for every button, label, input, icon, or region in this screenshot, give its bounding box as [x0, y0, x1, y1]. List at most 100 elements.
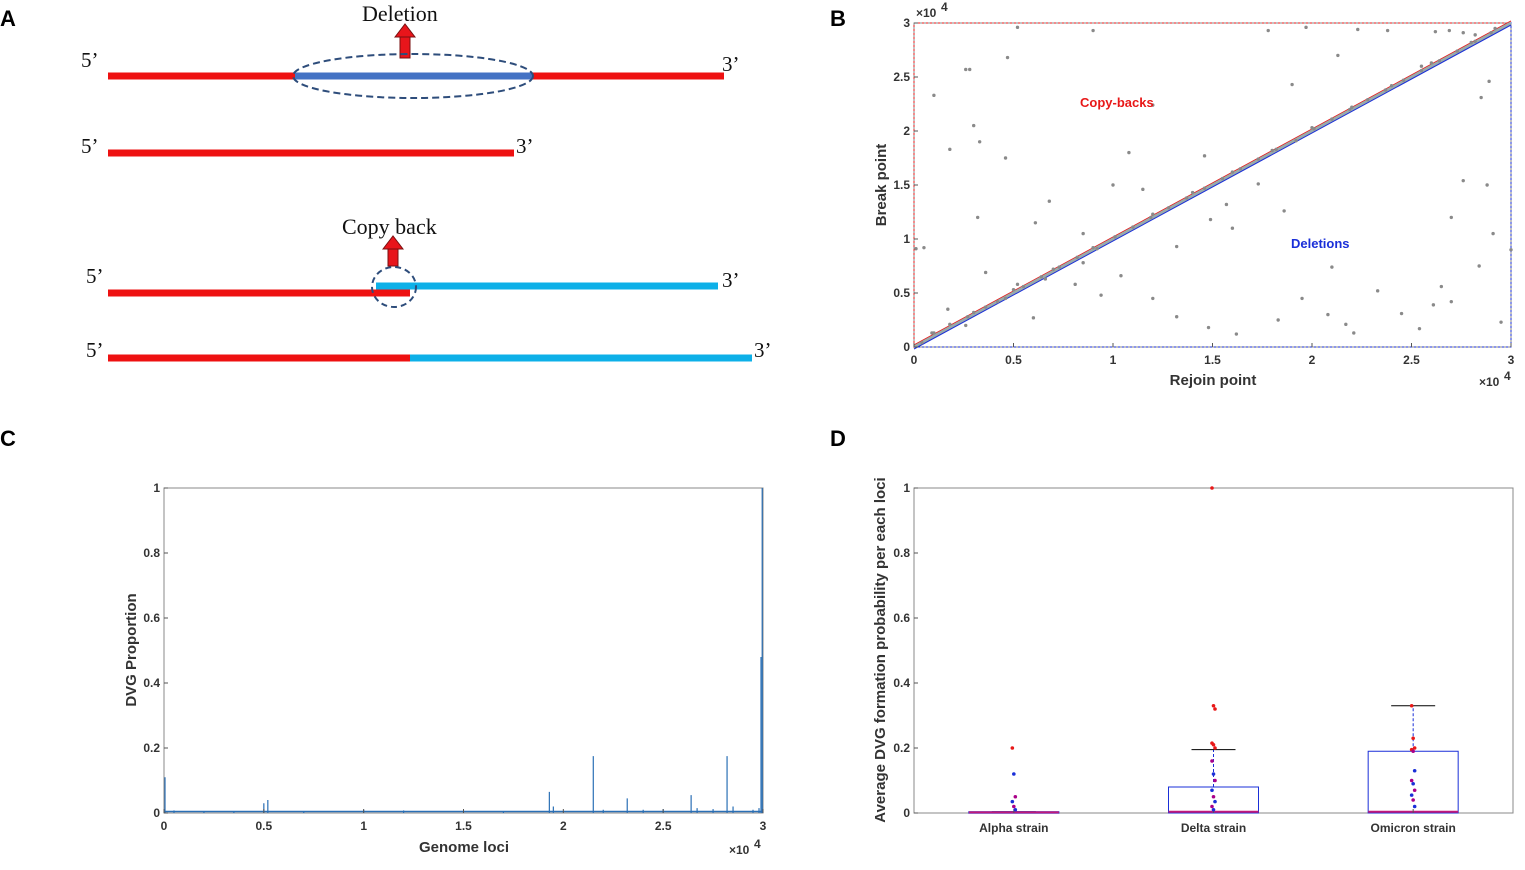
category-label: Delta strain [1181, 821, 1246, 835]
panel-label-d: D [830, 426, 846, 451]
scatter-point [1455, 49, 1459, 53]
scatter-point [1202, 154, 1207, 158]
scatter-point [1190, 190, 1195, 195]
scatter-point [1447, 28, 1452, 33]
outlier-point [1211, 742, 1216, 747]
outlier-point [1411, 749, 1415, 754]
scatter-point [1234, 332, 1239, 336]
outlier-point [1013, 794, 1018, 799]
scatter-point [1461, 178, 1465, 183]
scatter-point [1033, 221, 1038, 225]
scatter-point [1015, 282, 1020, 287]
panel-a: A Deletion 5’ 3’ 5’ 3’ Copy back 5’ 3’ 5… [0, 1, 772, 362]
scatter-point [964, 323, 968, 328]
scatter-point [1509, 248, 1513, 252]
chart-b-x-exponent: ×10 4 [1479, 369, 1511, 389]
chart-c-x-tick-label: 2.5 [655, 819, 672, 833]
chart-d-y-tick-label: 0.2 [893, 741, 910, 755]
chart-b-y-ticks: 0 0.5 1 1.5 2 2.5 3 [893, 16, 918, 354]
chart-d-y-ticks: 0 0.2 0.4 0.6 0.8 1 [893, 481, 918, 820]
scatter-point [1330, 265, 1334, 269]
scatter-point [948, 147, 952, 152]
scatter-point [1021, 284, 1026, 289]
scatter-point [1491, 231, 1495, 236]
chart-d-y-tick-label: 0 [903, 806, 910, 820]
chart-b-y-exponent-power: 4 [941, 0, 948, 14]
scatter-point [1485, 183, 1489, 187]
scatter-point [1294, 139, 1298, 143]
chart-b-x-tick-label: 2 [1309, 353, 1316, 367]
scatter-point [1015, 25, 1020, 30]
scatter-point [1449, 299, 1454, 304]
chart-c-x-label: Genome loci [419, 839, 509, 856]
scatter-point [1417, 326, 1422, 331]
outlier-point [1411, 781, 1415, 786]
chart-c-x-tick-label: 0.5 [255, 819, 272, 833]
chart-b-y-tick-label: 0 [903, 340, 910, 354]
chart-b-y-tick-label: 2 [903, 124, 910, 138]
scatter-point [1167, 205, 1171, 210]
scatter-point [914, 247, 918, 251]
scatter-point [1111, 183, 1115, 187]
chart-b-x-label: Rejoin point [1170, 372, 1257, 389]
scatter-point [977, 140, 982, 144]
scatter-point [1127, 150, 1131, 155]
scatter-point [1202, 186, 1207, 190]
chart-d-outliers [1010, 486, 1417, 812]
strand4-five-prime: 5’ [86, 338, 104, 362]
outlier-point [1211, 807, 1216, 812]
scatter-point [972, 123, 976, 128]
scatter-point [1344, 322, 1348, 327]
scatter-point [1401, 78, 1406, 82]
outlier-point [1409, 793, 1414, 797]
scatter-point [983, 270, 988, 275]
scatter-point [1081, 261, 1085, 265]
outlier-point [1211, 772, 1216, 776]
chart-c-x-tick-label: 1.5 [455, 819, 472, 833]
scatter-point [1174, 244, 1179, 249]
strand4-three-prime: 3’ [754, 338, 772, 362]
chart-c-x-tick-label: 2 [560, 819, 567, 833]
scatter-point [975, 215, 980, 220]
chart-c-y-ticks: 0 0.2 0.4 0.6 0.8 1 [143, 481, 168, 820]
chart-b-y-exponent-base: ×10 [916, 6, 937, 20]
scatter-point [1375, 289, 1380, 293]
chart-b-y-exponent: ×10 4 [916, 0, 948, 20]
category-label: Alpha strain [979, 821, 1048, 835]
panel-label-a: A [0, 6, 16, 31]
scatter-point [1043, 277, 1048, 281]
scatter-point [1238, 167, 1243, 171]
chart-b-x-exponent-power: 4 [1504, 369, 1511, 383]
outlier-point [1213, 746, 1217, 750]
outlier-point [1210, 486, 1214, 490]
scatter-point [1141, 187, 1145, 192]
deletions-annotation: Deletions [1291, 236, 1350, 251]
scatter-point [1256, 157, 1260, 161]
scatter-point [1270, 148, 1274, 153]
strand3-three-prime: 3’ [722, 268, 740, 292]
scatter-point [1336, 53, 1340, 58]
scatter-point [1005, 55, 1010, 60]
scatter-point [932, 93, 936, 98]
chart-c-y-tick-label: 0 [153, 806, 160, 820]
scatter-point [1075, 255, 1079, 260]
scatter-point [1091, 28, 1095, 33]
scatter-point [1266, 28, 1270, 33]
panel-label-c: C [0, 426, 16, 451]
chart-c-y-tick-label: 1 [153, 481, 160, 495]
outlier-point [1412, 768, 1417, 773]
category-label: Omicron strain [1370, 821, 1455, 835]
scatter-point [1151, 212, 1155, 216]
chart-d-y-tick-label: 1 [903, 481, 910, 495]
scatter-point [1356, 27, 1360, 32]
scatter-point [1290, 82, 1294, 87]
scatter-point [1429, 61, 1434, 65]
scatter-point [1039, 275, 1044, 279]
outlier-point [1211, 703, 1216, 708]
outlier-point [1012, 804, 1016, 809]
scatter-point [946, 307, 950, 311]
outlier-point [1213, 707, 1217, 711]
scatter-point [1383, 88, 1388, 92]
chart-b-x-tick-label: 3 [1508, 353, 1515, 367]
outlier-point [1411, 736, 1415, 741]
